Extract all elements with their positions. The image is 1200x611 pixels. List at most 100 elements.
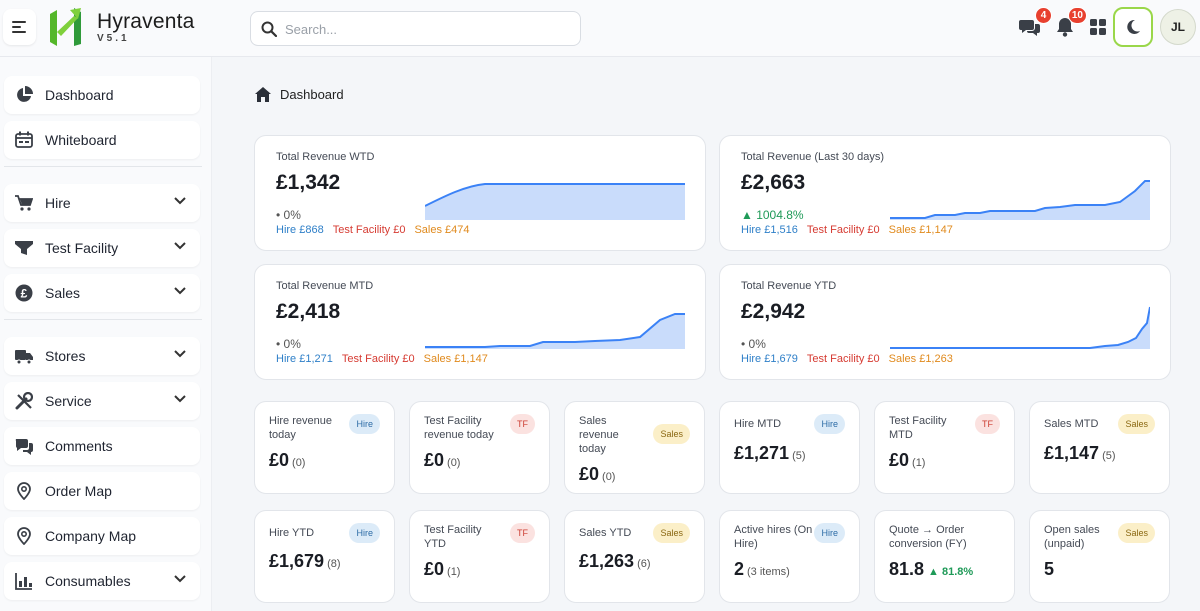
sidebar-item-whiteboard[interactable]: Whiteboard [4, 121, 200, 159]
sidebar-item-label: Dashboard [45, 87, 114, 103]
active-hires-card: Active hires (On Hire) Hire 2 (3 items) [719, 510, 860, 603]
value-count: (1) [912, 457, 926, 469]
card-value: £1,679 (8) [269, 551, 341, 572]
bar-chart-icon [15, 573, 32, 590]
sales-amount: Sales £1,147 [423, 353, 488, 365]
sidebar-divider [4, 166, 202, 167]
card-title: Test Facility revenue today [424, 415, 494, 441]
sidebar-item-label: Service [45, 393, 92, 409]
notifications-badge: 10 [1067, 7, 1087, 24]
value-amount: £1,263 [579, 551, 635, 571]
card-title: Sales MTD [1044, 418, 1099, 430]
svg-text:£: £ [21, 286, 28, 300]
menu-toggle-button[interactable] [3, 9, 36, 45]
hire-tag: Hire [814, 414, 845, 434]
card-breakdown: Hire £868 Test Facility £0 Sales £474 [276, 224, 470, 236]
card-value: £1,147 (5) [1044, 443, 1116, 464]
grid-icon [1090, 19, 1106, 35]
card-value: £0 (0) [269, 450, 305, 471]
card-value: 2 (3 items) [734, 559, 790, 580]
sparkline-chart [425, 313, 685, 349]
hire-ytd-card: Hire YTD Hire £1,679 (8) [254, 510, 395, 603]
value-amount: £0 [424, 450, 445, 470]
card-value: £0 (0) [424, 450, 460, 471]
tools-icon [15, 392, 33, 410]
value-count: (5) [792, 450, 806, 462]
value-amount: £1,679 [269, 551, 325, 571]
chevron-down-icon [174, 395, 186, 403]
revenue-mtd-card: Total Revenue MTD £2,418 • 0% Hire £1,27… [254, 264, 706, 380]
sidebar-item-test-facility[interactable]: Test Facility [4, 229, 200, 267]
chevron-down-icon [174, 350, 186, 358]
sidebar-item-label: Order Map [45, 483, 112, 499]
card-title: Sales revenue today [579, 415, 619, 455]
messages-button[interactable]: 4 [1012, 7, 1052, 45]
value-amount: 81.8 [889, 559, 925, 579]
card-title: Sales YTD [579, 527, 632, 539]
sales-amount: Sales £474 [414, 224, 470, 236]
quote-conversion-card: Quote → Order conversion (FY) 81.8 ▲ 81.8… [874, 510, 1015, 603]
search-icon [261, 21, 277, 37]
hire-amount: Hire £1,271 [276, 353, 333, 365]
chevron-down-icon [174, 575, 186, 583]
sidebar-item-dashboard[interactable]: Dashboard [4, 76, 200, 114]
user-avatar[interactable]: JL [1160, 9, 1196, 45]
sidebar-item-label: Whiteboard [45, 132, 117, 148]
hire-amount: Hire £868 [276, 224, 324, 236]
value-count: (0) [292, 457, 306, 469]
sales-tag: Sales [1118, 523, 1155, 543]
search-input[interactable] [285, 18, 565, 40]
apps-button[interactable] [1080, 9, 1116, 45]
sidebar-item-consumables[interactable]: Consumables [4, 562, 200, 600]
sales-amount: Sales £1,263 [888, 353, 953, 365]
sidebar-item-service[interactable]: Service [4, 382, 200, 420]
funnel-icon [15, 241, 33, 255]
value-count: (1) [447, 566, 461, 578]
sidebar-item-stores[interactable]: Stores [4, 337, 200, 375]
value-count: (8) [327, 558, 341, 570]
card-title: Total Revenue MTD [276, 280, 374, 292]
value-amount: £0 [889, 450, 910, 470]
comments-icon [15, 439, 33, 455]
card-title: Test Facility YTD [424, 524, 482, 550]
home-icon[interactable] [255, 87, 271, 102]
sidebar-item-comments[interactable]: Comments [4, 427, 200, 465]
tf-tag: TF [975, 414, 1000, 434]
revenue-wtd-card: Total Revenue WTD £1,342 • 0% Hire £868 T… [254, 135, 706, 251]
sales-tag: Sales [1118, 414, 1155, 434]
hamburger-icon [11, 21, 26, 33]
chevron-down-icon [174, 197, 186, 205]
sidebar-item-company-map[interactable]: Company Map [4, 517, 200, 555]
app-name: Hyraventa [97, 10, 195, 33]
test-facility-amount: Test Facility £0 [806, 224, 880, 236]
breadcrumb-current: Dashboard [280, 87, 344, 102]
sidebar-item-order-map[interactable]: Order Map [4, 472, 200, 510]
revenue-last-30-days-card: Total Revenue (Last 30 days) £2,663 ▲ 10… [719, 135, 1171, 251]
card-breakdown: Hire £1,679 Test Facility £0 Sales £1,263 [741, 353, 953, 365]
notifications-button[interactable]: 10 [1047, 7, 1087, 45]
value-amount: 5 [1044, 559, 1055, 579]
pound-icon: £ [15, 284, 33, 302]
messages-badge: 4 [1035, 7, 1052, 24]
sales-ytd-card: Sales YTD Sales £1,263 (6) [564, 510, 705, 603]
sidebar-item-hire[interactable]: Hire [4, 184, 200, 222]
sidebar-item-sales[interactable]: £ Sales [4, 274, 200, 312]
value-amount: £1,147 [1044, 443, 1100, 463]
whiteboard-icon [15, 131, 33, 148]
test-facility-mtd-card: Test Facility MTD TF £0 (1) [874, 401, 1015, 494]
test-facility-amount: Test Facility £0 [806, 353, 880, 365]
value-amount: £0 [424, 559, 445, 579]
app-version: V5.1 [97, 33, 130, 44]
card-title: Hire MTD [734, 418, 782, 430]
card-title: Active hires (On Hire) [734, 524, 813, 550]
hire-tag: Hire [814, 523, 845, 543]
sidebar-item-label: Comments [45, 438, 113, 454]
card-change: • 0% [276, 337, 301, 351]
card-value: £2,663 [741, 171, 806, 194]
card-title: Test Facility MTD [889, 415, 947, 441]
card-value: £2,418 [276, 300, 341, 323]
value-amount: £1,271 [734, 443, 790, 463]
card-value: £0 (0) [579, 464, 615, 485]
theme-toggle-button[interactable] [1113, 7, 1153, 47]
value-count: (6) [637, 558, 651, 570]
